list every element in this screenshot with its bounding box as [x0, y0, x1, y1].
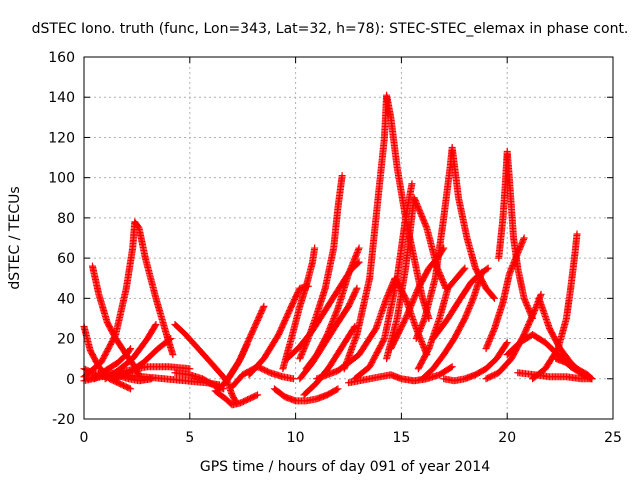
data-point — [520, 234, 528, 242]
data-point — [490, 293, 498, 301]
y-tick-label: 20 — [57, 332, 75, 348]
data-point — [447, 364, 455, 372]
y-axis-label: dSTEC / TECUs — [7, 186, 23, 289]
series-arc-11 — [171, 369, 228, 393]
y-tick-label: 60 — [57, 251, 75, 267]
series-arc-14 — [222, 302, 268, 387]
series-arc-4 — [80, 218, 177, 381]
data-point — [352, 286, 360, 294]
data-point — [252, 392, 260, 400]
x-tick-label: 10 — [287, 430, 305, 446]
x-tick-label: 25 — [604, 430, 622, 446]
series-arc-19 — [296, 172, 346, 363]
chart-title: dSTEC Iono. truth (func, Lon=343, Lat=32… — [32, 21, 629, 37]
series-arc-39 — [529, 230, 581, 383]
data-point — [259, 304, 267, 312]
data-point — [111, 332, 119, 340]
data-point — [169, 351, 177, 359]
series-arc-17 — [270, 385, 342, 405]
series-arc-26 — [351, 180, 416, 383]
data-point — [483, 265, 491, 273]
series-arc-34 — [429, 264, 492, 343]
plot-frame — [83, 56, 614, 420]
data-point — [151, 322, 159, 330]
data-point — [448, 363, 456, 371]
y-tick-label: 160 — [48, 50, 75, 66]
data-point — [502, 340, 510, 348]
series-arc-12 — [211, 387, 262, 409]
data-point — [354, 259, 362, 267]
y-tick-label: 140 — [48, 90, 75, 106]
data-point — [254, 391, 262, 399]
data-point — [573, 230, 581, 238]
series-arc-18 — [279, 244, 319, 373]
series-arc-9 — [80, 371, 223, 389]
data-point — [503, 339, 511, 347]
data-point — [355, 258, 363, 266]
data-point — [126, 346, 134, 354]
data-point — [166, 335, 174, 343]
data-point — [408, 180, 416, 188]
y-ticks: -20 0 20 40 60 80 100 120 140 160 — [48, 50, 613, 428]
series-arc-21 — [283, 258, 363, 363]
x-tick-label: 0 — [80, 430, 89, 446]
series-arc-31 — [414, 264, 469, 373]
series-arc-33 — [440, 339, 511, 385]
y-tick-label: -20 — [52, 412, 75, 428]
data-point — [460, 265, 468, 273]
series-arc-36 — [482, 234, 528, 353]
data-point — [537, 290, 545, 298]
data-point — [440, 244, 448, 252]
series-arc-30 — [412, 144, 499, 343]
data-point — [152, 320, 160, 328]
data-point — [484, 264, 492, 272]
data-point — [167, 335, 175, 343]
data-point — [311, 244, 319, 252]
y-tick-label: 0 — [66, 372, 75, 388]
data-point — [420, 316, 428, 324]
data-point — [338, 172, 346, 180]
data-point — [355, 244, 363, 252]
data-point — [380, 336, 388, 344]
data-point — [333, 386, 341, 394]
series-arc-16 — [245, 282, 312, 379]
data-point — [461, 264, 469, 272]
data-point — [422, 223, 430, 231]
data-point — [353, 284, 361, 292]
x-axis-label: GPS time / hours of day 091 of year 2014 — [200, 459, 490, 475]
data-point — [289, 375, 297, 383]
y-tick-label: 120 — [48, 130, 75, 146]
x-tick-label: 15 — [392, 430, 410, 446]
series-arc-10 — [171, 320, 240, 407]
series-arc-42 — [514, 369, 596, 383]
x-tick-label: 20 — [498, 430, 516, 446]
data-point — [588, 375, 596, 383]
x-tick-label: 5 — [185, 430, 194, 446]
series-arc-7 — [101, 320, 160, 383]
x-ticks: 0 5 10 15 20 25 — [80, 57, 622, 446]
series-arc-22 — [296, 284, 361, 383]
data-point — [520, 235, 528, 243]
data-point — [186, 365, 194, 373]
data-point — [127, 385, 135, 393]
data-point — [491, 294, 499, 302]
series-arc-15 — [228, 363, 297, 391]
data-point — [127, 345, 135, 353]
data-point — [260, 302, 268, 310]
data-point — [350, 324, 358, 332]
y-tick-label: 100 — [48, 171, 75, 187]
y-tick-label: 80 — [57, 211, 75, 227]
y-tick-label: 40 — [57, 291, 75, 307]
data-point — [334, 385, 342, 393]
plot-series — [80, 91, 596, 409]
series-arc-41 — [552, 355, 596, 383]
data-point — [125, 384, 133, 392]
